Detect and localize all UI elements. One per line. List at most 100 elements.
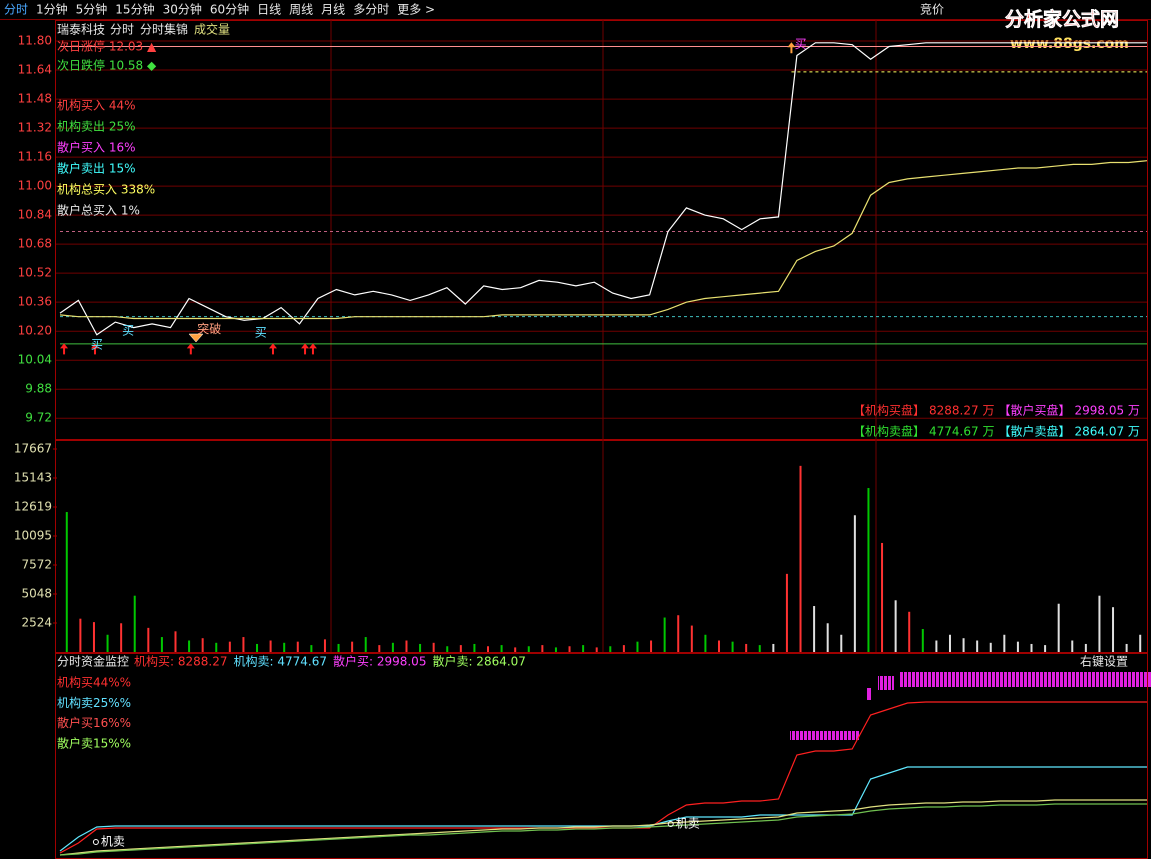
tab[interactable]: 30分钟 xyxy=(163,2,202,17)
volume-bar xyxy=(147,627,150,652)
legend-item: 散户总买入 1% xyxy=(57,203,140,218)
y-tick-label: 9.72 xyxy=(25,411,52,425)
series-line xyxy=(59,803,1147,856)
volume-bar xyxy=(215,642,218,652)
volume-bar xyxy=(201,638,204,652)
volume-bar xyxy=(758,645,761,652)
signal-label: 买 xyxy=(795,37,807,51)
tab[interactable]: 1分钟 xyxy=(36,2,68,17)
legend-item: 次日涨停 12.03 ▲ xyxy=(57,39,157,54)
summary-item: 2998.05 万 xyxy=(1074,404,1139,418)
toolbar-bg xyxy=(0,0,1151,19)
volume-bar xyxy=(256,643,259,652)
tab[interactable]: 多分时 xyxy=(353,3,389,17)
y-tick-label: 10.84 xyxy=(18,208,52,222)
volume-bar xyxy=(840,634,843,652)
volume-bar xyxy=(1098,595,1101,652)
volume-bar xyxy=(554,647,557,652)
volume-bar xyxy=(296,641,299,652)
y-tick-label: 15143 xyxy=(14,470,52,484)
volume-bar xyxy=(650,640,653,652)
tab[interactable]: 60分钟 xyxy=(210,2,249,17)
volume-bar xyxy=(391,642,394,652)
volume-bar xyxy=(514,647,517,652)
volume-bar xyxy=(1030,643,1033,652)
volume-bar xyxy=(1125,643,1128,652)
tab[interactable]: 月线 xyxy=(321,3,345,17)
signal-block xyxy=(867,688,871,700)
y-tick-label: 10.20 xyxy=(18,324,52,338)
signal-block xyxy=(790,731,860,740)
volume-bar xyxy=(1071,640,1074,652)
volume-bar xyxy=(541,645,544,652)
volume-bar xyxy=(323,639,326,652)
volume-bar xyxy=(405,640,408,652)
volume-bar xyxy=(283,642,286,652)
volume-bar xyxy=(310,645,313,652)
legend-item: 机构卖25%% xyxy=(57,695,131,710)
signal-label: 买 xyxy=(91,337,103,351)
signal-block xyxy=(900,672,1151,687)
series-line xyxy=(59,701,1147,854)
legend-item: 次日跌停 10.58 ◆ xyxy=(57,58,157,73)
volume-bar xyxy=(568,646,571,652)
tab[interactable]: 日线 xyxy=(257,3,281,17)
volume-bar xyxy=(1084,643,1087,652)
tab[interactable]: 5分钟 xyxy=(76,2,108,17)
summary-item: 【散户卖盘】 xyxy=(998,424,1070,439)
header-item: 分时集锦 xyxy=(140,22,188,37)
settings-button[interactable]: 右键设置 xyxy=(1080,654,1128,669)
series-line xyxy=(59,799,1147,856)
signal-arrow xyxy=(91,343,100,355)
y-tick-label: 11.00 xyxy=(18,179,52,193)
tab[interactable]: 周线 xyxy=(289,3,313,17)
legend-item: 机构买入 44% xyxy=(57,98,136,113)
volume-bar xyxy=(133,595,136,652)
summary-item: 8288.27 万 xyxy=(929,404,994,418)
volume-bar xyxy=(459,645,462,652)
header-item: 分时 xyxy=(110,23,134,37)
volume-bar xyxy=(446,646,449,652)
volume-bar xyxy=(269,640,272,652)
volume-bar xyxy=(228,641,231,652)
volume-bar xyxy=(976,640,979,652)
legend-item: 散户买入 16% xyxy=(57,140,136,155)
volume-bar xyxy=(1044,645,1047,652)
volume-bar xyxy=(935,640,938,652)
y-tick-label: 10095 xyxy=(14,529,52,543)
signal-arrow xyxy=(60,343,69,355)
volume-bar xyxy=(500,645,503,652)
volume-bar xyxy=(731,641,734,652)
y-tick-label: 2524 xyxy=(21,615,52,629)
volume-bar xyxy=(419,643,422,652)
note-label: 机卖 xyxy=(676,817,700,831)
stat-item: 机构买: 8288.27 xyxy=(134,654,227,669)
y-tick-label: 10.04 xyxy=(18,353,52,367)
logo-title: 分析家公式网 xyxy=(1005,8,1119,31)
signal-arrow xyxy=(268,343,277,355)
tab[interactable]: 15分钟 xyxy=(115,2,154,17)
breakout-icon xyxy=(188,333,204,343)
signal-block xyxy=(878,676,894,690)
summary-item: 4774.67 万 xyxy=(929,425,994,439)
signal-label: 突破 xyxy=(197,321,221,336)
volume-bar xyxy=(881,542,884,652)
tab[interactable]: 更多 > xyxy=(397,3,435,17)
tab[interactable]: 分时 xyxy=(4,3,28,17)
volume-bar xyxy=(595,647,598,652)
series-line xyxy=(59,160,1148,320)
volume-bar xyxy=(337,643,340,652)
volume-bar xyxy=(948,634,951,652)
volume-bar xyxy=(487,646,490,652)
volume-bar xyxy=(79,618,82,652)
volume-bar xyxy=(174,631,177,652)
volume-bar xyxy=(989,642,992,652)
volume-bar xyxy=(894,600,897,652)
y-tick-label: 11.64 xyxy=(18,63,52,77)
signal-label: 买 xyxy=(255,326,267,340)
volume-bar xyxy=(813,606,816,652)
volume-bar xyxy=(867,488,870,652)
signal-arrow xyxy=(301,343,310,355)
stat-item: 散户卖: 2864.07 xyxy=(432,654,525,669)
